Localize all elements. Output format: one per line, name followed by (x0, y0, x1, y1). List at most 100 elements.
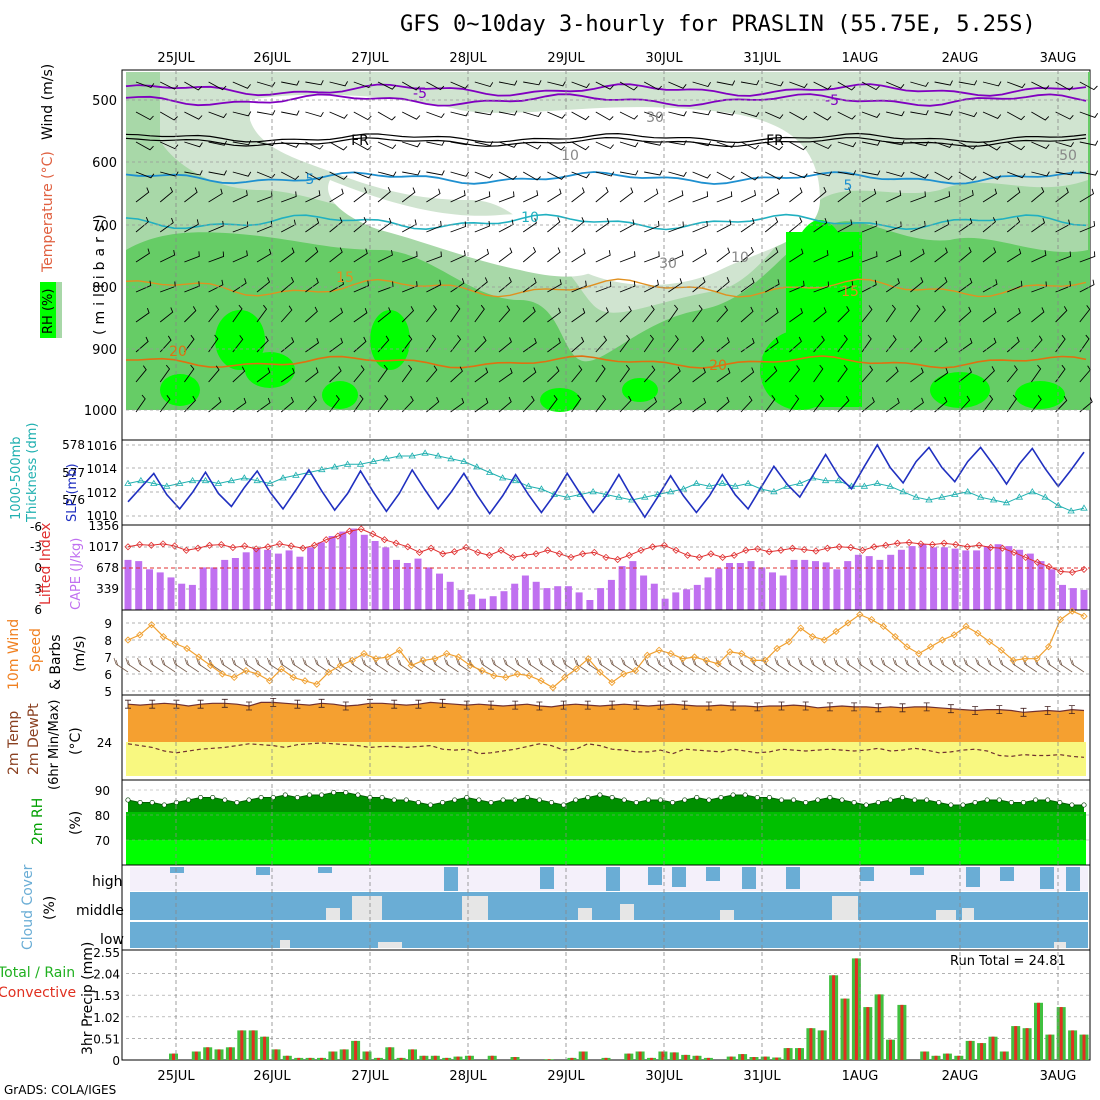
wind-speed-marker (844, 619, 852, 627)
upper-wind-barb (184, 81, 203, 91)
upper-wind-barb (1006, 187, 1021, 203)
upper-wind-barb (135, 280, 152, 293)
upper-wind-barb (474, 171, 494, 179)
rh2m-marker (742, 792, 748, 798)
rh-fill-saturated (370, 310, 410, 370)
upper-wind-barb (305, 247, 319, 263)
precip-convective-bar (445, 1057, 449, 1060)
thickness-marker (989, 496, 998, 503)
upper-wind-barb (861, 220, 878, 233)
upper-wind-barb (958, 217, 973, 233)
wind-unit: (m/s) (72, 635, 88, 672)
upper-wind-barb (426, 111, 445, 119)
wind-barb (302, 657, 318, 673)
upper-wind-barb (377, 335, 390, 353)
freezing-line-a (125, 132, 1087, 144)
upper-wind-barb (764, 217, 779, 233)
temp-minmax-bar (705, 701, 712, 711)
upper-wind-barb (329, 111, 348, 119)
upper-wind-barb (184, 306, 197, 323)
cape-bar (274, 553, 282, 610)
lifted-index-marker (940, 539, 948, 547)
precip-panel: 2.552.041.531.020.510 Run Total = 24.81 … (0, 942, 1091, 1068)
wind-barb (538, 657, 554, 673)
rh2m-marker (754, 794, 760, 801)
upper-wind-barb (450, 278, 465, 293)
lifted-index-marker (835, 543, 843, 551)
wind-speed-marker (265, 677, 274, 685)
wind-barb (491, 657, 506, 673)
upper-wind-barb (426, 220, 442, 233)
upper-wind-barb (329, 279, 345, 293)
rh2m-panel: 90 80 70 2m RH (%) (30, 779, 1091, 866)
upper-wind-barb (910, 367, 924, 383)
upper-wind-barb (837, 281, 854, 293)
upper-wind-barb (377, 217, 392, 233)
rh2m-marker (319, 792, 325, 798)
lifted-index-tick: -6 (30, 520, 42, 534)
upper-wind-barb (740, 367, 755, 383)
upper-wind-barb (1006, 141, 1026, 151)
upper-wind-barb (813, 250, 829, 263)
temp-minmax-bar (270, 698, 277, 707)
upper-wind-barb (305, 190, 321, 203)
upper-wind-barb (668, 221, 684, 233)
upper-wind-barb (305, 306, 318, 323)
lifted-index-marker (241, 542, 249, 550)
cape-bar (156, 572, 164, 610)
thickness-marker (925, 496, 933, 503)
upper-wind-barb (329, 366, 342, 383)
rh2m-marker (548, 799, 555, 806)
thickness-marker (150, 479, 158, 486)
wind-barb (821, 657, 837, 673)
cape-bar (371, 541, 379, 610)
contour-label: 20 (169, 344, 187, 360)
thickness-marker (912, 493, 920, 500)
upper-wind-barb (184, 219, 199, 233)
lifted-index-marker (579, 550, 587, 558)
upper-wind-barb (160, 141, 179, 150)
wind-barb (644, 657, 660, 673)
upper-wind-barb (280, 219, 296, 233)
upper-wind-barb (571, 394, 582, 413)
upper-wind-barb (305, 218, 320, 233)
thickness-marker (1028, 488, 1037, 495)
cape-bar (844, 561, 852, 610)
upper-wind-barb (571, 187, 585, 203)
precip-convective-bar (240, 1030, 244, 1060)
precip-convective-bar (388, 1047, 392, 1060)
upper-wind-barb (474, 336, 487, 353)
temp-minmax-bar (899, 703, 906, 713)
cape-bar (779, 575, 787, 610)
lifted-index-marker (509, 553, 517, 561)
upper-wind-barb (910, 110, 929, 116)
rh2m-marker (210, 794, 216, 801)
upper-wind-barb (402, 170, 421, 176)
lifted-index-tick: 6 (34, 603, 42, 617)
thickness-marker (369, 457, 378, 464)
rh2m-marker (887, 797, 893, 803)
upper-wind-barb (329, 188, 344, 203)
upper-wind-barb (232, 221, 249, 233)
cloud-high-bar (606, 867, 620, 891)
rh2m-marker (234, 799, 240, 806)
thickness-marker (498, 474, 507, 481)
precip-convective-bar (672, 1052, 676, 1060)
upper-wind-barb (982, 81, 1002, 87)
cape-bar (264, 549, 272, 610)
upper-wind-barb (837, 251, 854, 263)
upper-wind-barb (765, 111, 784, 119)
upper-wind-barb (813, 111, 832, 121)
cape-bar (704, 577, 712, 610)
thickness-marker (434, 452, 442, 459)
upper-wind-barb (232, 81, 251, 89)
precip-convective-bar (809, 1028, 813, 1060)
wind-speed-marker (230, 673, 238, 682)
wind-barb (550, 657, 565, 673)
lifted-index-marker (1057, 567, 1065, 576)
lifted-index-marker (392, 539, 400, 547)
temp-minmax-bar (415, 699, 422, 709)
upper-wind-barb (1031, 281, 1047, 293)
wind-barb (573, 657, 589, 673)
upper-wind-barb (837, 364, 848, 383)
